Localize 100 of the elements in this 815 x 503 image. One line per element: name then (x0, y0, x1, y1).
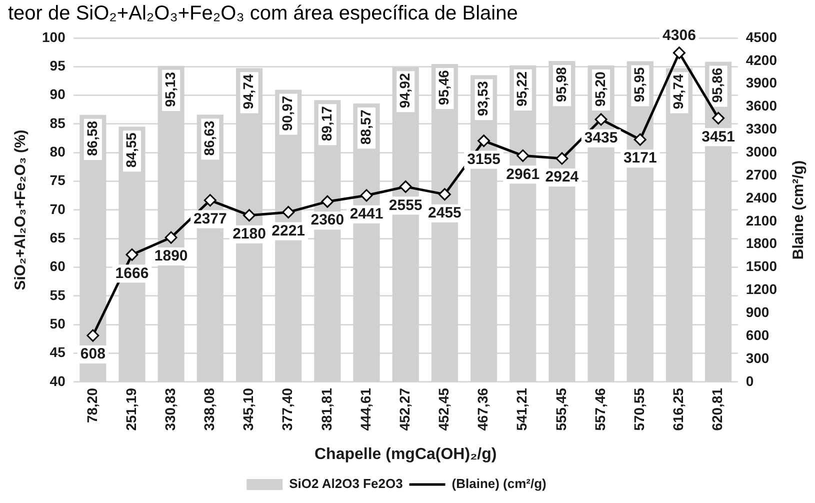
point (282, 206, 295, 218)
y2-tick-label: 4500 (746, 28, 778, 45)
data-label: 95,20 (592, 71, 608, 107)
data-label: 4306 (662, 26, 696, 44)
point (399, 180, 412, 193)
data-label: 3451 (702, 128, 735, 146)
point (712, 112, 725, 124)
data-label: 95,22 (514, 71, 530, 106)
point (204, 194, 216, 207)
y2-tick-label: 900 (746, 304, 770, 320)
y2-tick-label: 3600 (746, 98, 778, 114)
data-label: 608 (80, 346, 106, 363)
data-label: 88,57 (357, 109, 374, 145)
data-label: 94,74 (240, 74, 256, 110)
x-tick-label: 338,08 (201, 388, 218, 431)
y2-tick-label: 600 (746, 326, 770, 343)
y2-tick-label: 4200 (746, 52, 778, 68)
point (634, 133, 646, 146)
legend-label: SiO2 Al2O3 Fe2O3 (289, 476, 403, 492)
data-label: 2180 (232, 225, 266, 242)
x-tick-label: 467,36 (474, 388, 491, 431)
data-label: 2961 (506, 166, 540, 183)
data-label: 2555 (388, 196, 422, 214)
y2-tick-label: 3300 (746, 120, 778, 137)
point (164, 231, 178, 244)
y-tick-label: 70 (50, 200, 66, 217)
y-tick-label: 40 (50, 372, 66, 389)
legend-label: (Blaine) (cm²/g) (452, 476, 546, 492)
y-tick-label: 60 (50, 258, 66, 274)
y2-tick-label: 2400 (746, 189, 778, 206)
y-tick-label: 85 (50, 114, 66, 131)
x-tick-label: 616,25 (670, 388, 686, 431)
data-label: 95,46 (436, 70, 452, 106)
point (321, 195, 334, 208)
chart-title: teor de SiO₂+Al₂O₃+Fe₂O₃ com área específica de Blaine (8, 2, 518, 25)
y2-tick-label: 300 (746, 350, 770, 366)
y-tick-label: 65 (50, 230, 66, 246)
x-tick-label: 541,21 (514, 388, 530, 431)
y-tick-label: 45 (50, 344, 66, 360)
x-tick-label: 620,81 (709, 388, 726, 431)
data-label: 90,97 (279, 96, 296, 131)
y2-axis-title: Blaine (cm²/g) (790, 160, 808, 260)
data-label: 3435 (584, 130, 618, 147)
data-label: 94,74 (670, 74, 686, 110)
data-label: 2360 (310, 212, 344, 229)
x-tick-label: 377,40 (279, 388, 296, 431)
point (438, 188, 451, 201)
x-tick-label: 452,27 (396, 388, 412, 431)
y-tick-label: 50 (50, 316, 66, 332)
point (243, 209, 256, 222)
point (86, 329, 100, 342)
data-label: 2455 (428, 204, 462, 222)
y2-tick-label: 1500 (746, 258, 778, 274)
data-label: 89,17 (318, 106, 334, 142)
y-tick-label: 95 (50, 58, 66, 74)
data-label: 95,13 (162, 72, 178, 107)
point (556, 152, 568, 165)
data-label: 93,53 (474, 80, 491, 116)
x-tick-label: 570,55 (630, 388, 647, 431)
y-tick-label: 80 (50, 144, 66, 160)
y2-tick-label: 2700 (746, 166, 778, 182)
data-label: 95,95 (630, 67, 647, 102)
y-axis-title: SiO₂+Al₂O₃+Fe₂O₃ (%) (12, 130, 30, 290)
y-tick-label: 100 (42, 28, 66, 45)
x-tick-label: 557,46 (592, 388, 608, 431)
point (516, 149, 530, 162)
x-tick-label: 251,19 (122, 388, 139, 431)
data-label: 1890 (154, 248, 188, 265)
data-label: 86,58 (84, 120, 100, 156)
data-label: 3171 (623, 150, 657, 167)
data-label: 95,98 (552, 66, 569, 102)
y2-tick-label: 2100 (746, 212, 778, 228)
data-label: 95,86 (709, 68, 726, 103)
data-label: 2441 (350, 206, 384, 223)
point (360, 189, 373, 202)
data-label: 2221 (272, 222, 306, 240)
data-label: 2924 (545, 168, 580, 186)
x-tick-label: 452,45 (436, 388, 452, 431)
x-tick-label: 330,83 (162, 388, 178, 431)
data-label: 2377 (193, 210, 227, 228)
data-label: 3155 (467, 150, 500, 168)
y2-tick-label: 0 (746, 372, 754, 389)
point (672, 46, 686, 60)
data-label: 1666 (115, 264, 149, 282)
point (594, 113, 608, 126)
data-label: 84,55 (122, 132, 139, 168)
point (126, 248, 138, 261)
data-label: 94,92 (396, 72, 412, 108)
y2-tick-label: 3900 (746, 74, 778, 91)
point (478, 134, 490, 148)
x-tick-label: 78,20 (84, 388, 100, 424)
data-label: 86,63 (201, 120, 218, 156)
y2-tick-label: 1800 (746, 235, 778, 252)
y2-tick-label: 3000 (746, 144, 778, 160)
y-tick-label: 55 (50, 286, 66, 303)
x-tick-label: 444,61 (357, 388, 374, 431)
x-tick-label: 345,10 (240, 388, 256, 431)
y2-tick-label: 1200 (746, 281, 778, 298)
x-tick-label: 381,81 (318, 388, 334, 431)
x-tick-label: 555,45 (552, 388, 569, 431)
